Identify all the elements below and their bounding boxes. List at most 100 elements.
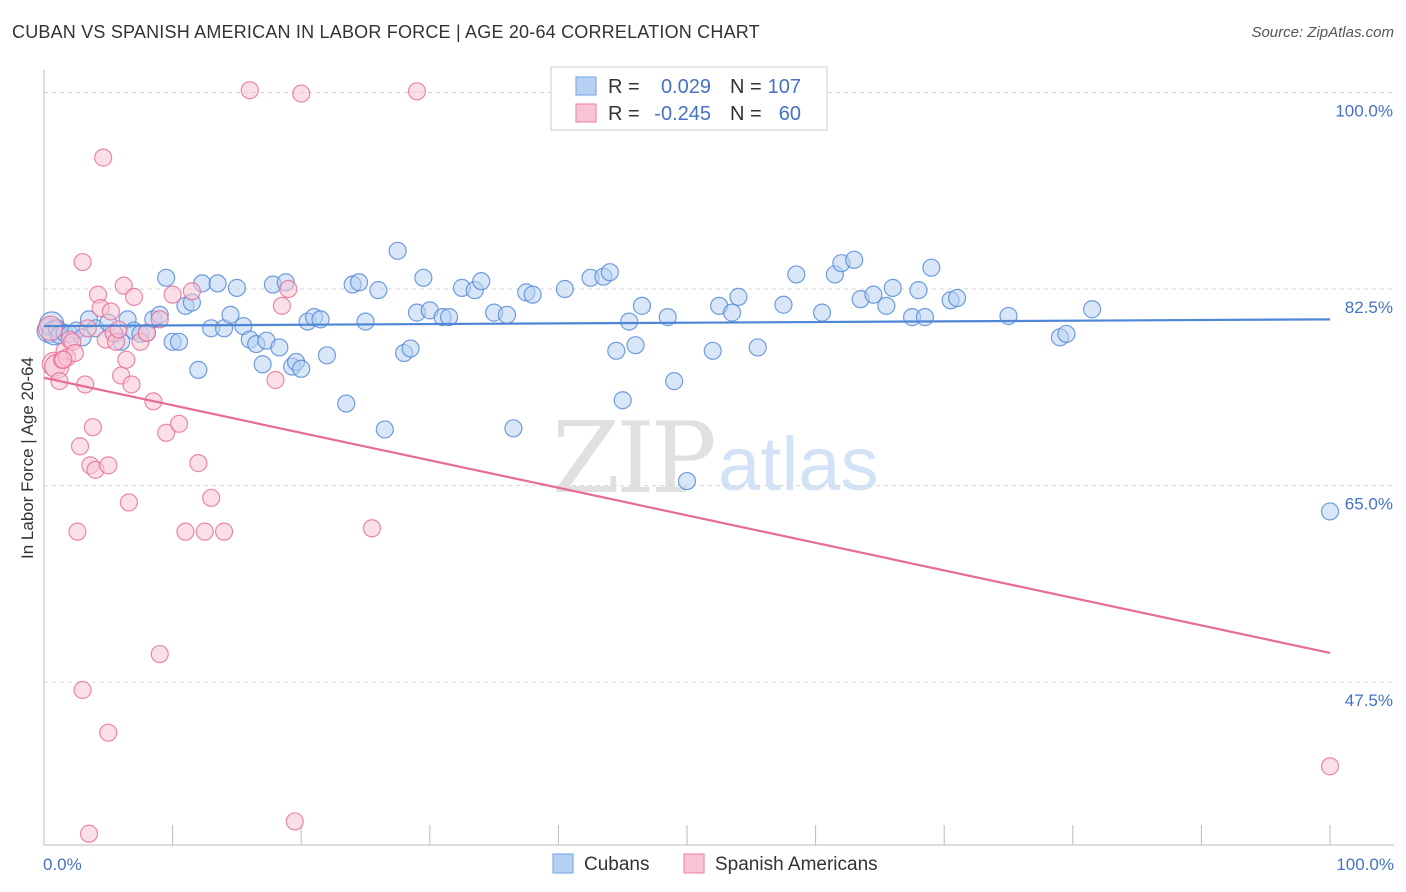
watermark-zip: ZIP [552,402,714,516]
spanish-point-34 [137,323,156,342]
cuban-point-47 [337,394,356,413]
cuban-point-72 [600,263,619,282]
cuban-point-74 [613,391,632,410]
spanish-point-40 [176,522,195,541]
cuban-point-83 [722,303,742,322]
legend-r-label-cubans: R = [608,76,640,98]
spanish-point-57 [150,644,169,664]
legend-swatch-spanish [575,103,597,123]
spanish-point-53 [407,82,427,101]
spanish-point-30 [119,493,138,512]
cuban-point-79 [665,372,684,391]
y-tick-labels: 100.0% 82.5% 65.0% 47.5% [1335,101,1393,710]
spanish-point-59 [1320,757,1340,776]
cuban-point-22 [169,332,189,351]
cuban-point-75 [620,312,639,331]
bottom-legend: Cubans Spanish Americans [552,853,878,875]
cuban-point-97 [909,281,928,300]
cuban-point-66 [504,419,523,438]
spanish-point-29 [117,350,136,369]
spanish-point-48 [272,296,292,315]
watermark: ZIP atlas [552,402,879,516]
spanish-point-42 [189,454,208,473]
y-tick-label-3: 47.5% [1345,691,1393,710]
cuban-point-49 [349,273,369,292]
legend-r-label-spanish: R = [608,103,640,125]
cuban-point-50 [356,312,375,331]
spanish-point-20 [94,148,113,167]
cuban-point-42 [292,359,311,378]
spanish-point-50 [285,812,304,831]
grid-lines [44,91,1394,683]
cuban-point-63 [472,272,491,291]
spanish-point-26 [109,320,128,339]
cuban-point-104 [1057,324,1076,344]
source-credit: Source: ZipAtlas.com [1251,24,1394,41]
spanish-point-39 [169,414,189,433]
cuban-point-57 [414,268,433,287]
spanish-point-16 [83,418,102,437]
watermark-atlas: atlas [718,422,879,507]
spanish-point-10 [68,522,87,541]
legend-r-value-cubans: 0.029 [661,76,711,98]
spanish-point-22 [99,456,118,475]
spanish-point-0 [37,315,64,341]
cuban-point-99 [922,258,941,277]
spanish-point-55 [99,723,118,742]
cuban-point-85 [748,338,767,357]
cuban-point-76 [626,336,645,355]
legend-frame [550,66,828,131]
cuban-point-30 [221,305,240,324]
cuban-point-28 [208,274,227,293]
cuban-point-78 [658,308,677,327]
cuban-point-105 [1082,300,1102,319]
spanish-point-12 [73,252,92,272]
cuban-point-101 [947,288,967,308]
series-layer [36,81,1340,843]
spanish-point-31 [122,375,141,394]
spanish-point-14 [78,319,97,338]
cuban-point-80 [677,471,697,491]
bottom-legend-label-spanish: Spanish Americans [715,854,878,875]
cuban-point-52 [375,420,394,439]
cuban-point-55 [401,339,420,358]
spanish-point-54 [73,680,92,700]
cuban-point-69 [555,279,574,299]
cuban-point-25 [189,360,208,379]
cuban-point-87 [787,265,806,284]
spanish-point-47 [266,370,285,390]
trend-layer [43,318,1331,655]
cuban-point-73 [607,341,626,360]
legend-n-label-cubans: N = [730,76,762,98]
cuban-point-91 [845,250,864,269]
trend-line-cubans [43,318,1331,328]
y-axis-title: In Labor Force | Age 20-64 [18,357,37,559]
legend-n-value-spanish: 60 [779,103,801,125]
axes [43,70,1394,846]
spanish-point-32 [124,287,144,306]
legend-n-value-cubans: 107 [768,76,801,98]
cuban-point-35 [253,355,272,374]
spanish-point-52 [362,519,382,538]
spanish-point-36 [150,310,169,329]
cuban-point-93 [864,285,883,304]
chart-title: CUBAN VS SPANISH AMERICAN IN LABOR FORCE… [12,22,760,42]
cuban-point-86 [774,295,793,314]
series-cubans [36,241,1340,521]
spanish-point-28 [114,276,133,295]
legend-n-label-spanish: N = [730,103,762,125]
correlation-legend: R = 0.029 N = 107 R = -0.245 N = 60 [550,66,828,131]
cuban-point-51 [369,281,388,300]
cuban-point-81 [703,341,722,360]
cuban-point-53 [388,241,407,260]
cuban-point-38 [270,338,289,357]
spanish-point-38 [163,285,182,304]
spanish-point-41 [182,282,201,301]
cuban-point-88 [812,303,832,322]
cuban-point-77 [632,296,652,315]
spanish-point-46 [240,81,259,100]
cuban-point-68 [523,285,542,304]
x-tick-label-min: 0.0% [43,855,82,874]
spanish-point-23 [101,302,120,321]
